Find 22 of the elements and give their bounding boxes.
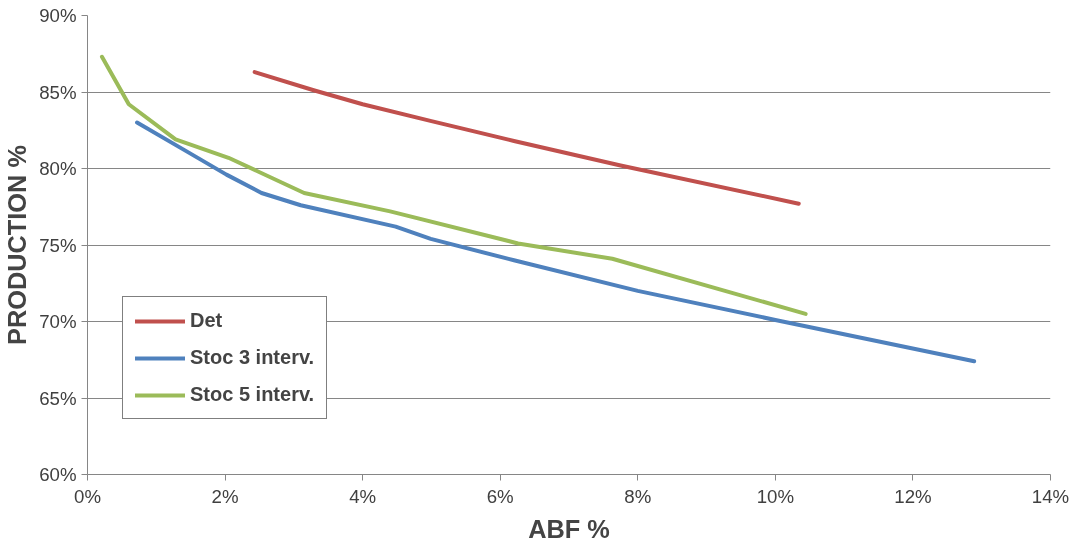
line-series [135, 120, 977, 364]
y-tick-label: 70% [39, 311, 77, 332]
x-tick-label: 6% [486, 485, 514, 507]
x-tick-label: 4% [349, 485, 377, 507]
y-tick-label: 65% [39, 387, 77, 409]
x-tick-label: 2% [211, 485, 239, 507]
x-tick-label: 14% [1031, 485, 1070, 507]
x-axis-title: ABF % [528, 514, 610, 543]
x-tick-label: 0% [74, 485, 101, 507]
y-axis-title: PRODUCTION % [3, 145, 32, 345]
y-tick-label: 90% [39, 5, 77, 26]
y-tick-label: 80% [39, 158, 77, 179]
x-tick-label: 8% [624, 485, 652, 507]
legend-label: Stoc 3 interv. [190, 346, 315, 369]
y-tick-label: 75% [39, 234, 77, 256]
line-series [252, 70, 801, 206]
y-tick-label: 60% [39, 464, 77, 485]
y-tick-label: 85% [39, 81, 77, 103]
x-tick-label: 10% [756, 485, 795, 507]
legend-label: Det [190, 309, 223, 332]
legend-label: Stoc 5 interv. [190, 383, 315, 406]
x-tick-label: 12% [894, 485, 932, 507]
